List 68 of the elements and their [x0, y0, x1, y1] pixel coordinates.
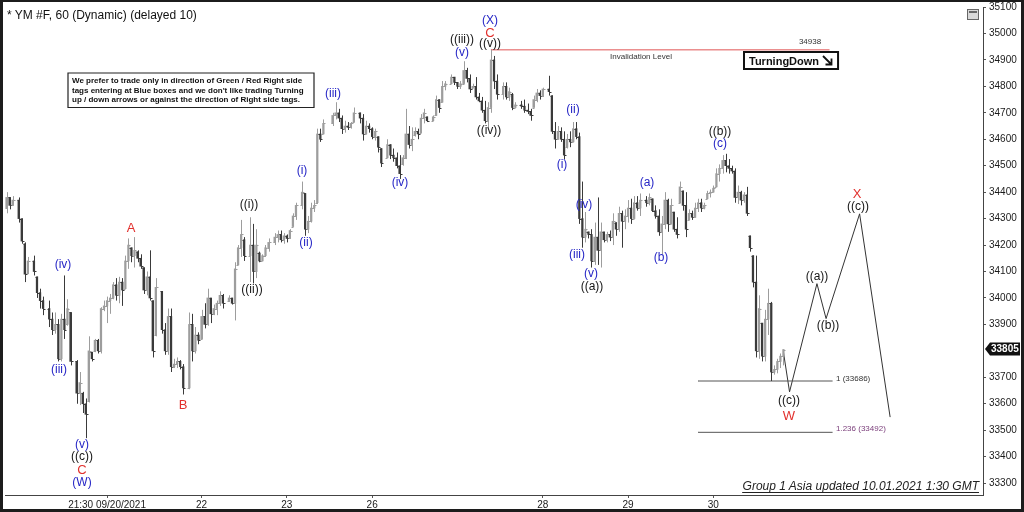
- annotation: B: [178, 396, 188, 412]
- x-tick-label: 21:30 09/20/2021: [68, 498, 147, 510]
- annotation: TurningDown: [749, 54, 820, 67]
- annotation: (X): [482, 13, 498, 28]
- annotation: ((a)): [580, 279, 604, 294]
- y-tick-label: 33300: [989, 476, 1018, 488]
- chart-title: * YM #F, 60 (Dynamic) (delayed 10): [7, 8, 197, 22]
- annotation: (v): [455, 45, 469, 60]
- y-tick-label: 34900: [989, 53, 1018, 65]
- annotation: ((a)): [805, 269, 829, 284]
- annotation: We prefer to trade only in direction of Green / Red Right side tags entering at Blue boxes and we don't like trading Turning up / down arrows or against the direction of Right side tags.: [72, 76, 304, 104]
- x-tick-label: 22: [195, 498, 208, 510]
- annotation: ((ii)): [241, 282, 263, 297]
- annotation: (b): [653, 250, 669, 265]
- annotation: Invalidation Level: [610, 52, 673, 62]
- y-tick-label: 33700: [989, 371, 1018, 383]
- annotation: X: [852, 185, 862, 201]
- annotation: (iv): [54, 257, 72, 272]
- annotation: (i): [296, 163, 308, 178]
- annotation: ((c)): [778, 393, 800, 408]
- annotation: (iii): [51, 362, 67, 377]
- y-tick-label: 33400: [989, 450, 1018, 462]
- y-tick-label: 33600: [989, 397, 1018, 409]
- y-tick-label: 34000: [989, 291, 1018, 303]
- annotation: (W): [72, 475, 92, 490]
- annotation: ((i)): [239, 197, 259, 212]
- annotation: ((iii)): [450, 32, 474, 47]
- annotation: W: [782, 407, 796, 423]
- y-tick-label: 33500: [989, 423, 1018, 435]
- annotation: (iv): [391, 175, 409, 190]
- x-tick-label: 26: [366, 498, 379, 510]
- y-tick-label: 34500: [989, 159, 1018, 171]
- y-tick-label: 34600: [989, 133, 1018, 144]
- y-tick-label: 33900: [989, 318, 1018, 330]
- y-tick-label: 34400: [989, 185, 1018, 197]
- annotation: (ii): [299, 235, 313, 250]
- x-tick-label: 28: [537, 498, 549, 510]
- annotation: ((v)): [479, 36, 501, 51]
- annotation: A: [126, 219, 136, 235]
- x-tick-label: 30: [707, 498, 720, 510]
- annotation: 1.236 (33492): [836, 424, 887, 434]
- annotation: (iii): [569, 247, 585, 262]
- candlestick: [130, 247, 133, 263]
- y-tick-label: 34700: [989, 106, 1018, 118]
- y-tick-label: 34300: [989, 212, 1018, 224]
- annotation: 34938: [798, 37, 822, 47]
- annotation: (c): [713, 136, 727, 151]
- annotation: (a): [639, 175, 655, 190]
- x-tick-label: 23: [281, 498, 293, 510]
- annotation: Group 1 Asia updated 10.01.2021 1:30 GMT: [742, 479, 981, 493]
- annotation: (i): [556, 157, 568, 172]
- y-tick-label: 34800: [989, 80, 1018, 92]
- y-tick-label: 34200: [989, 238, 1018, 250]
- annotation: ((c)): [71, 449, 93, 464]
- annotation: ((iv)): [476, 123, 502, 138]
- annotation: ((b)): [816, 318, 840, 333]
- annotation: ((c)): [847, 199, 869, 214]
- x-tick-label: 29: [622, 498, 635, 510]
- annotation: (iii): [325, 86, 341, 101]
- annotation: (v): [584, 266, 598, 281]
- annotation: (ii): [566, 102, 580, 117]
- annotation: ((b)): [708, 124, 732, 139]
- text: 33805: [991, 343, 1020, 355]
- y-tick-label: 35100: [989, 0, 1018, 12]
- annotation: 1 (33686): [836, 374, 871, 384]
- y-tick-label: 34100: [989, 265, 1018, 277]
- annotation: (v): [75, 437, 89, 452]
- y-tick-label: 35000: [989, 27, 1018, 39]
